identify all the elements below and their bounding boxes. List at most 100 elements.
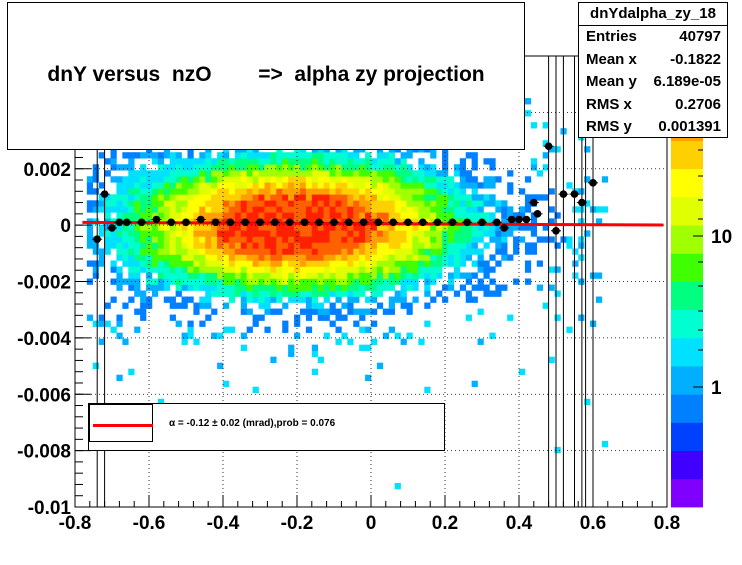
heatmap-cell (288, 164, 295, 171)
heatmap-cell (193, 176, 200, 183)
heatmap-cell (335, 188, 342, 195)
heatmap-cell (483, 230, 490, 237)
heatmap-cell (228, 254, 236, 261)
heatmap-cell (163, 266, 171, 273)
y-tick-label: 0.002 (23, 160, 71, 181)
heatmap-cell (347, 302, 354, 309)
heatmap-cell (365, 254, 372, 261)
heatmap-cell (382, 254, 390, 261)
heatmap-cell (228, 200, 236, 207)
heatmap-cell (116, 272, 123, 279)
heatmap-cell (193, 254, 200, 261)
heatmap-cell (317, 176, 324, 183)
heatmap-cell (104, 236, 111, 243)
profile-point (256, 218, 264, 227)
heatmap-cell (282, 158, 289, 165)
heatmap-cell (311, 242, 319, 249)
heatmap-cell (305, 164, 313, 171)
heatmap-cell (400, 152, 407, 159)
heatmap-cell (270, 188, 277, 195)
colorbar-segment (671, 337, 703, 348)
heatmap-cell (151, 212, 159, 219)
heatmap-cell (465, 224, 472, 231)
heatmap-cell (365, 326, 372, 333)
heatmap-cell (524, 110, 532, 117)
heatmap-cell (394, 248, 401, 255)
heatmap-cell (246, 248, 253, 255)
heatmap-cell (98, 152, 105, 159)
heatmap-cell (513, 236, 520, 243)
heatmap-cell (199, 170, 206, 177)
heatmap-cell (282, 302, 289, 309)
heatmap-cell (228, 296, 236, 303)
heatmap-cell (199, 266, 206, 273)
heatmap-cell (406, 224, 413, 231)
heatmap-cell (187, 158, 194, 165)
heatmap-cell (530, 230, 538, 237)
heatmap-cell (128, 158, 135, 165)
heatmap-cell (110, 278, 117, 285)
heatmap-cell (294, 266, 301, 273)
heatmap-cell (246, 170, 253, 177)
heatmap-cell (424, 212, 431, 219)
heatmap-cell (258, 230, 265, 237)
heatmap-cell (157, 224, 165, 231)
stats-value: 40797 (679, 28, 721, 45)
heatmap-cell (205, 176, 212, 183)
heatmap-cell (548, 236, 555, 243)
heatmap-cell (524, 260, 532, 267)
heatmap-cell (371, 254, 378, 261)
heatmap-cell (134, 278, 141, 285)
heatmap-cell (376, 260, 384, 267)
heatmap-cell (163, 242, 171, 249)
heatmap-cell (554, 146, 561, 153)
heatmap-cell (240, 272, 247, 279)
heatmap-cell (548, 218, 555, 225)
heatmap-cell (217, 182, 224, 189)
heatmap-cell (359, 266, 366, 273)
heatmap-cell (442, 254, 449, 261)
heatmap-cell (483, 212, 490, 219)
heatmap-cell (157, 164, 165, 171)
heatmap-cell (246, 164, 253, 171)
colorbar-segment (671, 441, 703, 452)
heatmap-cell (359, 308, 366, 315)
heatmap-cell (317, 254, 324, 261)
heatmap-cell (104, 170, 111, 177)
heatmap-cell (412, 242, 419, 249)
heatmap-cell (228, 206, 236, 213)
heatmap-cell (341, 188, 348, 195)
heatmap-cell (288, 176, 295, 183)
heatmap-cell (258, 212, 265, 219)
heatmap-cell (595, 218, 603, 225)
heatmap-cell (329, 200, 336, 207)
heatmap-cell (234, 254, 242, 261)
heatmap-cell (252, 272, 259, 279)
heatmap-cell (442, 296, 449, 303)
heatmap-cell (223, 254, 230, 261)
heatmap-cell (483, 284, 490, 291)
heatmap-cell (163, 224, 171, 231)
heatmap-cell (412, 170, 419, 177)
heatmap-cell (483, 272, 490, 279)
heatmap-cell (436, 224, 443, 231)
heatmap-cell (157, 212, 165, 219)
heatmap-cell (447, 260, 455, 267)
heatmap-cell (264, 188, 271, 195)
heatmap-cell (371, 164, 378, 171)
heatmap-cell (122, 194, 129, 201)
heatmap-cell (365, 242, 372, 249)
heatmap-cell (193, 200, 200, 207)
heatmap-cell (365, 374, 372, 382)
heatmap-cell (205, 224, 212, 231)
heatmap-cell (181, 296, 188, 303)
heatmap-cell (453, 188, 461, 195)
colorbar-segment (671, 497, 703, 508)
heatmap-cell (388, 194, 395, 201)
heatmap-cell (578, 206, 585, 213)
heatmap-cell (376, 170, 384, 177)
heatmap-cell (495, 248, 502, 255)
heatmap-cell (394, 206, 401, 213)
heatmap-cell (252, 176, 259, 183)
heatmap-cell (270, 236, 277, 243)
